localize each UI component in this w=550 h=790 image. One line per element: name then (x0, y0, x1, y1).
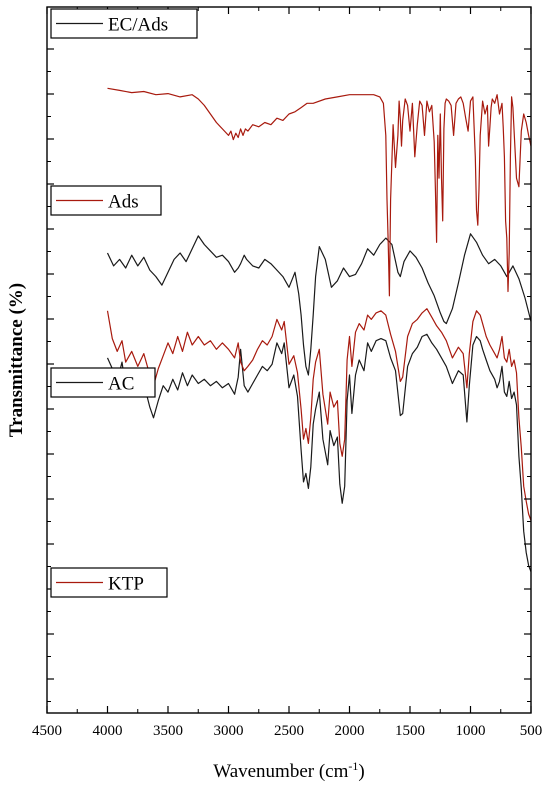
x-tick-label: 3500 (153, 723, 183, 739)
legend-label: AC (108, 374, 134, 395)
legend-item-ktp: KTP (50, 567, 168, 598)
x-tick-label: 1000 (456, 723, 486, 739)
series-line-ktp (107, 87, 532, 297)
legend-item-ac: AC (50, 367, 156, 398)
legend-label: Ads (108, 192, 139, 213)
x-axis-label-tail: ) (358, 761, 364, 782)
legend-label: KTP (108, 574, 144, 595)
x-tick-label: 4000 (93, 723, 123, 739)
y-axis-label: Transmittance (%) (6, 283, 27, 437)
axis-layer: 4500 4000 3500 3000 2500 2000 1500 1000 500 (32, 7, 542, 739)
legend-box (50, 8, 198, 39)
x-axis-label-main: Wavenumber (cm (213, 761, 348, 782)
plot-frame (46, 6, 532, 714)
x-tick-label: 2000 (335, 723, 365, 739)
x-axis-label-superscript: -1 (348, 759, 358, 773)
legend-item-ads: Ads (50, 185, 162, 216)
series-line-ads (106, 308, 532, 521)
x-tick-label: 500 (520, 723, 543, 739)
x-tick-label: 3000 (214, 723, 244, 739)
x-axis-label: Wavenumber (cm-1) (213, 759, 364, 782)
x-tick-label: 1500 (395, 723, 425, 739)
x-tick-label: 2500 (274, 723, 304, 739)
legend-item-ec-ads: EC/Ads (50, 8, 198, 39)
series-line-ac (106, 233, 532, 376)
series-layer (106, 87, 532, 573)
legend-layer: EC/Ads Ads AC KTP (50, 8, 198, 598)
legend-label: EC/Ads (108, 15, 168, 36)
x-tick-label: 4500 (32, 723, 62, 739)
series-line-ec-ads (106, 333, 532, 573)
